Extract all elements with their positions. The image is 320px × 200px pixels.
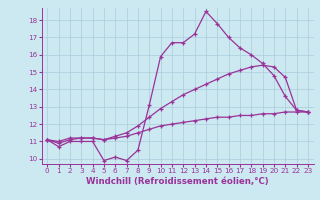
X-axis label: Windchill (Refroidissement éolien,°C): Windchill (Refroidissement éolien,°C) [86, 177, 269, 186]
